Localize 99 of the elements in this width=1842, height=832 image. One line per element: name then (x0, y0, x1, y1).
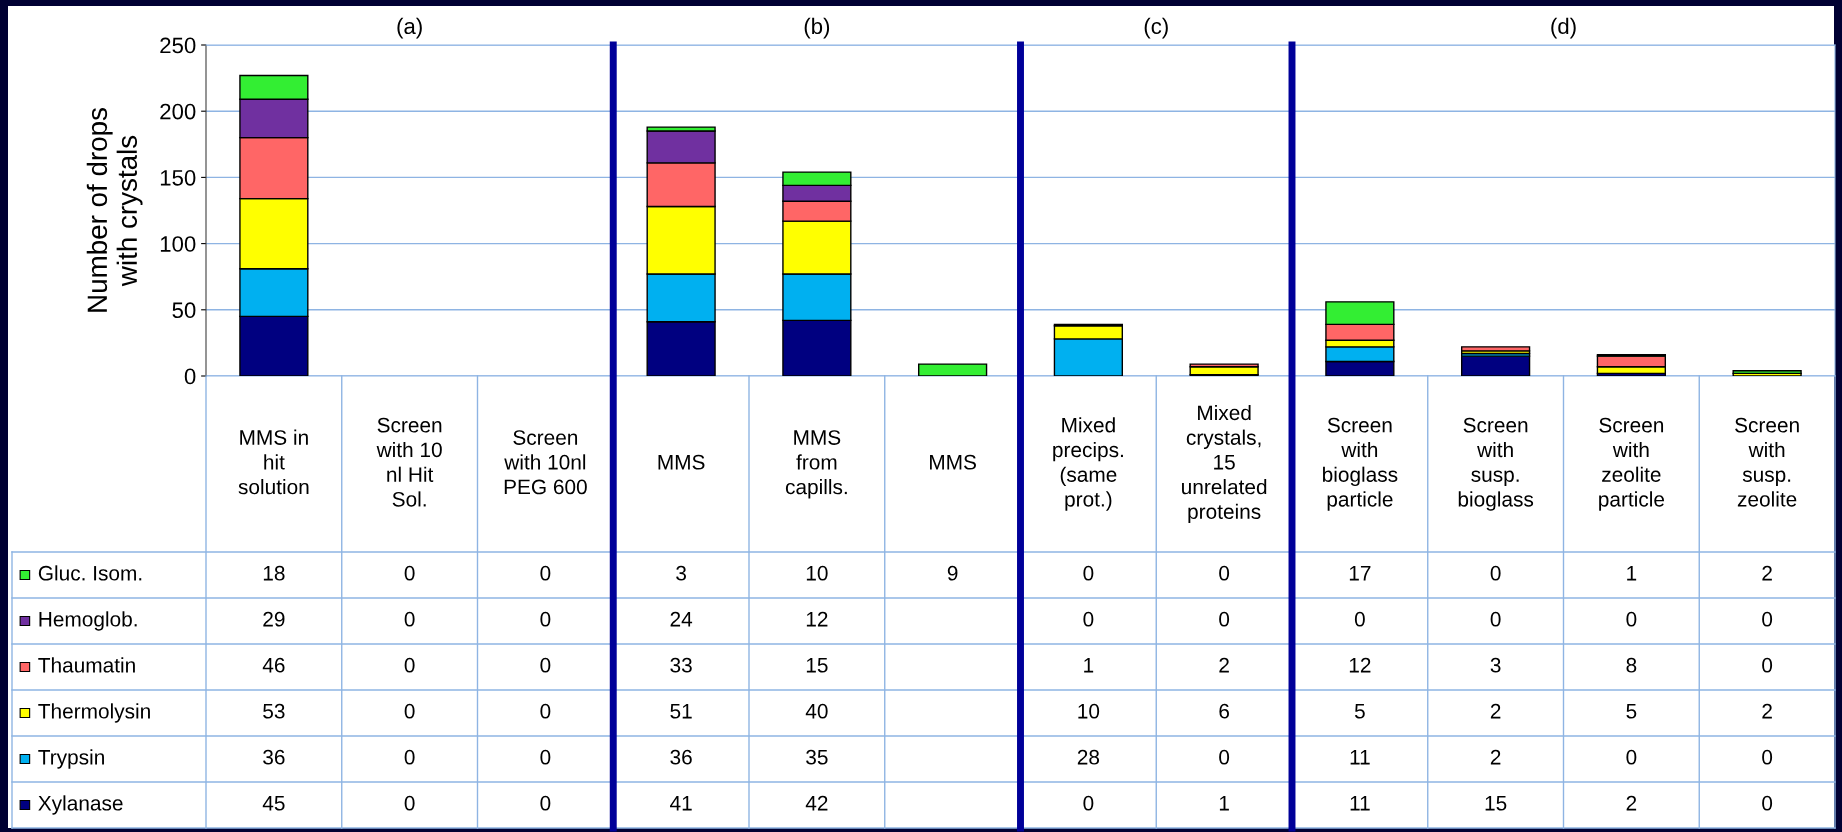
data-label: 0 (404, 565, 415, 581)
data-label: 0 (1762, 611, 1773, 627)
data-label: 3 (1490, 657, 1501, 673)
category-label: MMS from capills. (785, 430, 847, 499)
y-tick-label: 100 (160, 236, 196, 252)
legend-label: Gluc. Isom. (38, 565, 142, 581)
data-label: 5 (1626, 704, 1637, 719)
data-label: 0 (404, 657, 415, 673)
data-label: 0 (1083, 565, 1094, 581)
category-label: Mixed crystals, 15 unrelated proteins (1182, 404, 1267, 524)
bar (1460, 346, 1531, 352)
y-tick-label: 150 (160, 169, 196, 186)
chart-title: (a) (397, 17, 422, 39)
data-label: 11 (1350, 796, 1370, 811)
data-label: 0 (540, 611, 551, 627)
data-label: 0 (1083, 611, 1094, 627)
data-label: 40 (805, 703, 828, 719)
data-label: 12 (1349, 657, 1371, 673)
data-label: 2 (1626, 795, 1637, 811)
bar (917, 363, 988, 376)
data-label: 29 (263, 611, 285, 627)
data-label: 0 (1762, 657, 1773, 673)
data-label: 0 (540, 795, 551, 811)
data-label: 1 (1084, 658, 1094, 673)
data-label: 0 (1354, 611, 1365, 627)
data-label: 12 (806, 611, 828, 627)
legend-label: Hemoglob. (39, 611, 137, 631)
chart-title: (b) (804, 17, 830, 39)
data-label: 35 (806, 749, 828, 765)
data-label: 18 (263, 565, 285, 581)
data-label: 33 (670, 657, 692, 673)
data-label: 51 (670, 704, 692, 719)
bar (1460, 355, 1531, 376)
data-label: 0 (540, 565, 551, 581)
data-label: 2 (1762, 703, 1772, 719)
data-label: 2 (1490, 749, 1501, 765)
data-label: 8 (1626, 657, 1637, 673)
data-label: 36 (670, 749, 692, 765)
data-label: 10 (806, 565, 828, 581)
y-tick-label: 200 (160, 103, 196, 120)
data-label: 53 (263, 703, 285, 719)
data-label: 0 (540, 657, 551, 673)
legend-label: Xylanase (38, 795, 123, 815)
data-label: 28 (1077, 749, 1100, 765)
data-label: 11 (1350, 750, 1370, 765)
legend-label: Thermolysin (38, 703, 150, 723)
y-tick-label: 250 (160, 37, 196, 54)
data-label: 46 (262, 657, 285, 673)
data-label: 1 (1627, 566, 1637, 581)
data-label: 0 (404, 795, 415, 811)
data-label: 0 (1490, 611, 1501, 627)
data-label: 0 (404, 703, 415, 719)
data-label: 1 (1219, 796, 1229, 811)
y-axis-title: Number of drops with crystals (86, 108, 143, 312)
data-label: 9 (947, 565, 958, 581)
category-label: Mixed precips. (same prot.) (1053, 417, 1123, 511)
category-label: MMS (930, 454, 976, 470)
data-label: 15 (806, 658, 828, 673)
chart-title: (d) (1551, 17, 1576, 39)
data-label: 0 (1219, 565, 1230, 581)
category-label: Screen with bioglass particle (1323, 417, 1398, 511)
data-label: 36 (263, 749, 285, 765)
data-label: 2 (1219, 657, 1229, 673)
category-label: Screen with susp. zeolite (1735, 417, 1799, 507)
data-label: 42 (805, 795, 828, 811)
data-label: 41 (670, 796, 692, 811)
legend-label: Thaumatin (38, 657, 135, 673)
data-label: 0 (540, 703, 551, 719)
data-label: 0 (404, 749, 415, 765)
data-label: 0 (1219, 749, 1230, 765)
data-label: 0 (540, 749, 551, 765)
legend-label: Trypsin (38, 749, 104, 769)
data-label: 0 (1626, 611, 1637, 627)
y-tick-label: 0 (184, 368, 196, 385)
category-label: Screen with susp. bioglass (1458, 417, 1534, 511)
chart-title: (c) (1144, 17, 1168, 39)
category-label: Screen with 10nl PEG 600 (504, 430, 587, 495)
y-tick-label: 50 (172, 302, 196, 319)
data-label: 10 (1078, 703, 1100, 719)
data-label: 2 (1762, 565, 1772, 581)
category-label: Screen with zeolite particle (1599, 417, 1665, 511)
data-label: 5 (1354, 704, 1365, 719)
category-label: MMS in hit solution (238, 429, 309, 495)
data-label: 0 (1083, 795, 1094, 811)
data-label: 2 (1490, 703, 1501, 719)
data-label: 0 (1762, 749, 1773, 765)
data-label: 17 (1349, 566, 1371, 581)
data-label: 45 (262, 796, 285, 811)
data-label: 0 (1762, 795, 1773, 811)
data-label: 0 (1490, 565, 1501, 581)
data-label: 3 (676, 565, 686, 581)
data-label: 24 (670, 611, 693, 627)
data-label: 15 (1485, 796, 1507, 811)
category-label: MMS (658, 454, 705, 470)
data-label: 0 (1626, 749, 1637, 765)
data-label: 6 (1219, 703, 1229, 719)
data-label: 0 (404, 611, 415, 627)
category-label: Screen with 10 nl Hit Sol. (376, 417, 442, 507)
data-label: 0 (1219, 611, 1230, 627)
